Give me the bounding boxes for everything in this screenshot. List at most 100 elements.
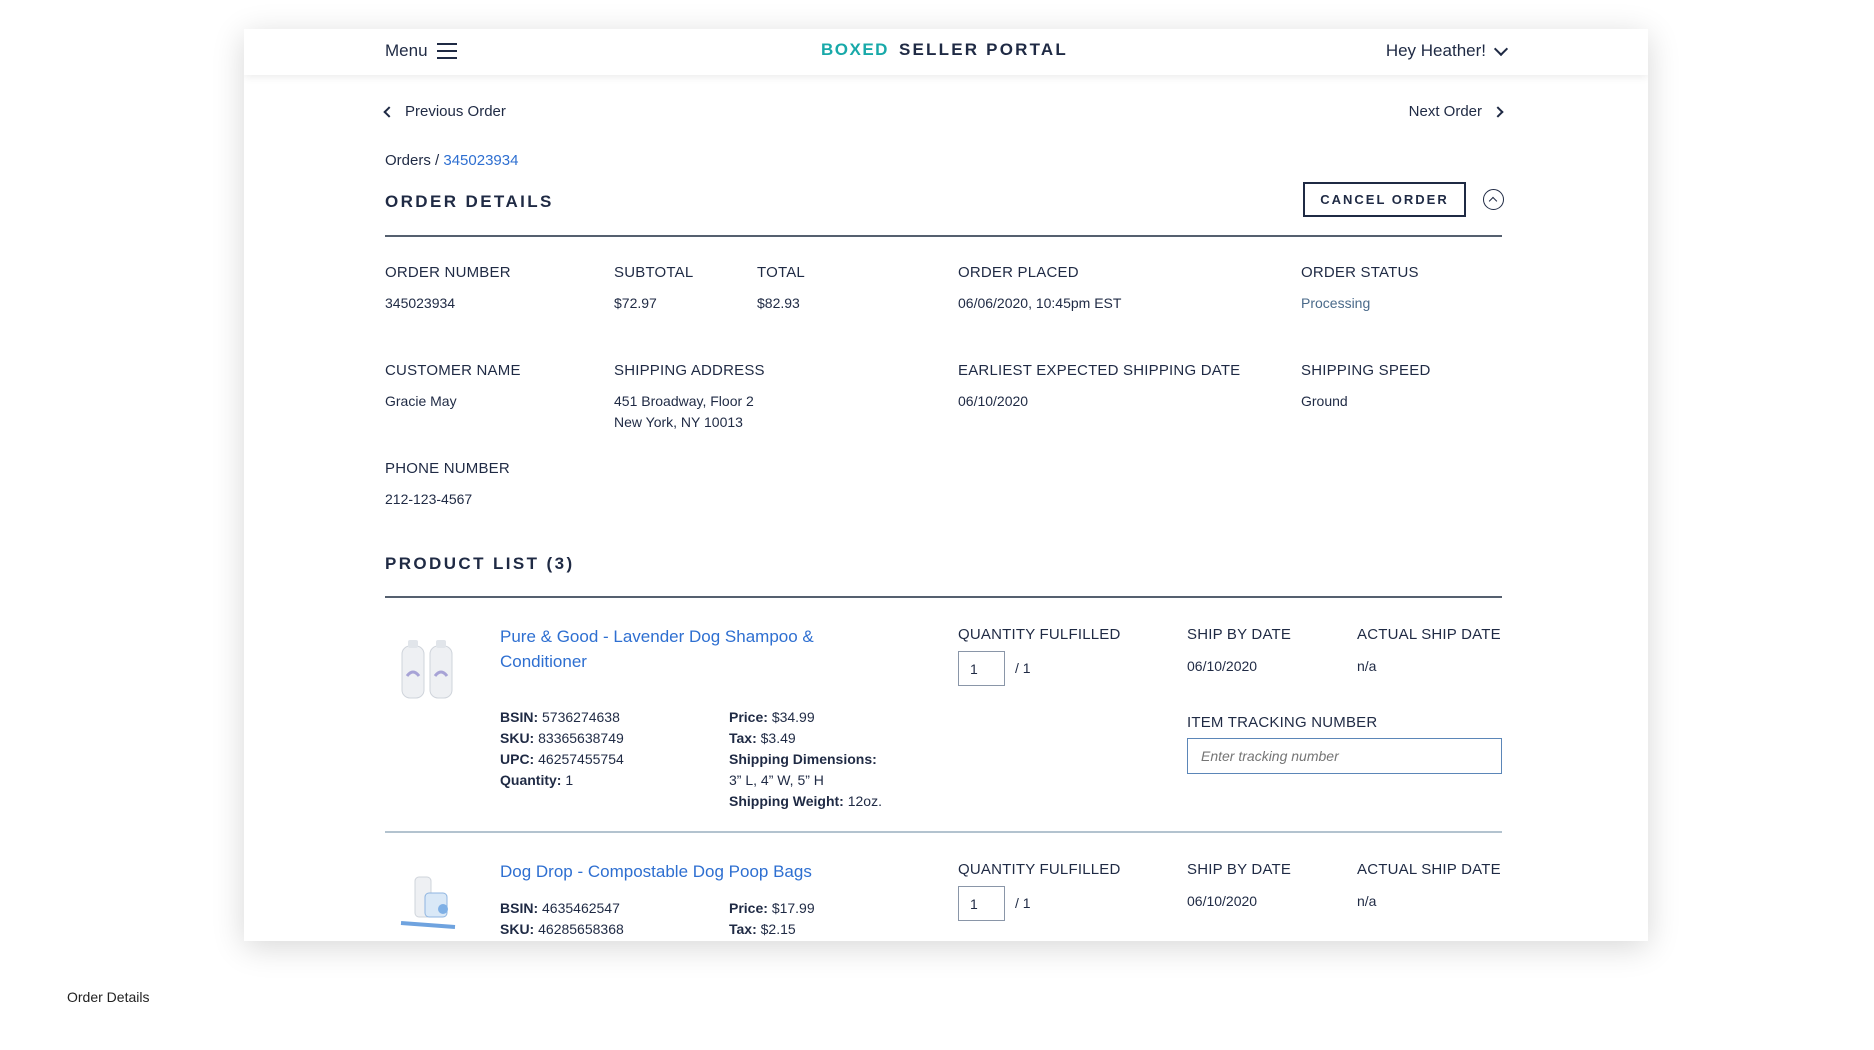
ship-by-date-label: SHIP BY DATE [1187,861,1292,878]
quantity-fulfilled-input[interactable] [958,886,1005,921]
sku-value: 83365638749 [538,730,624,746]
expected-ship-date-field: EARLIEST EXPECTED SHIPPING DATE 06/10/20… [958,362,1240,412]
order-status-value: Processing [1301,295,1371,311]
next-order-link[interactable]: Next Order [1408,103,1504,120]
order-status-field: ORDER STATUS Processing [1301,264,1419,314]
actual-ship-date-value: n/a [1357,658,1377,674]
price-value: $34.99 [771,709,815,725]
cancel-order-button[interactable]: CANCEL ORDER [1303,182,1466,217]
tracking-number-input[interactable] [1187,738,1502,774]
product-name-link[interactable]: Pure & Good - Lavender Dog Shampoo & Con… [500,627,814,671]
tax-label: Tax: [729,921,757,937]
app-window: Menu BOXED SELLER PORTAL Hey Heather! Pr… [244,29,1648,941]
previous-order-label: Previous Order [405,103,506,120]
total-value: $82.93 [757,295,800,311]
chevron-down-icon [1493,41,1509,56]
upc-value: 46257455754 [538,751,624,767]
breadcrumb-current-order[interactable]: 345023934 [443,152,519,169]
order-details-title: ORDER DETAILS [385,192,554,211]
subtotal-label: SUBTOTAL [614,264,694,281]
quantity-fulfilled-label: QUANTITY FULFILLED [958,861,1121,878]
tax-value: $2.15 [760,921,796,937]
order-placed-value: 06/06/2020, 10:45pm EST [958,295,1122,311]
menu-button[interactable]: Menu [385,41,457,61]
menu-label: Menu [385,41,428,60]
dimensions-row: Shipping Dimensions: [729,749,882,770]
dimensions-label: Shipping Dimensions: [729,751,877,767]
bsin-row: BSIN: 4635462547 [500,898,624,919]
order-placed-label: ORDER PLACED [958,264,1079,281]
boxed-logo: BOXED [821,40,889,59]
shipping-address-value: 451 Broadway, Floor 2 New York, NY 10013 [614,391,765,433]
total-field: TOTAL $82.93 [757,264,805,314]
price-label: Price: [729,709,768,725]
actual-ship-date-label: ACTUAL SHIP DATE [1357,626,1501,643]
tax-row: Tax: $2.15 [729,919,815,940]
order-status-label: ORDER STATUS [1301,264,1419,281]
tax-label: Tax: [729,730,757,746]
brand-title: SELLER PORTAL [898,40,1068,59]
price-value: $17.99 [771,900,815,916]
user-menu[interactable]: Hey Heather! [1386,41,1509,61]
customer-name-value: Gracie May [385,393,457,409]
order-navigation: Previous Order Next Order [383,103,1504,123]
product-list-title: PRODUCT LIST (3) [385,554,575,573]
total-label: TOTAL [757,264,805,281]
order-number-value: 345023934 [385,295,456,311]
quantity-row: Quantity: 1 [500,770,624,791]
customer-name-label: CUSTOMER NAME [385,362,521,379]
price-label: Price: [729,900,768,916]
quantity-label: Quantity: [500,772,562,788]
product-pricing: Price: $17.99 Tax: $2.15 [729,898,815,940]
customer-name-field: CUSTOMER NAME Gracie May [385,362,521,412]
bsin-value: 4635462547 [542,900,620,916]
quantity-total: / 1 [1015,660,1031,676]
breadcrumb-orders[interactable]: Orders [385,152,431,169]
shipping-address-field: SHIPPING ADDRESS 451 Broadway, Floor 2 N… [614,362,765,433]
quantity-total: / 1 [1015,895,1031,911]
poop-bags-image [400,876,456,929]
previous-order-link[interactable]: Previous Order [383,103,506,120]
ship-by-date-value: 06/10/2020 [1187,658,1258,674]
shampoo-bottles-image [401,640,453,699]
quantity-fulfilled-input[interactable] [958,651,1005,686]
quantity-fulfilled-label: QUANTITY FULFILLED [958,626,1121,643]
sku-label: SKU: [500,921,535,937]
sku-row: SKU: 46285658368 [500,919,624,940]
shipping-address-label: SHIPPING ADDRESS [614,362,765,379]
breadcrumb-separator: / [430,152,444,169]
bsin-row: BSIN: 5736274638 [500,707,624,728]
bsin-label: BSIN: [500,709,539,725]
dimensions-value: 3” L, 4” W, 5” H [729,772,824,788]
subtotal-field: SUBTOTAL $72.97 [614,264,693,314]
quantity-value: 1 [565,772,574,788]
shipping-speed-value: Ground [1301,393,1348,409]
sku-value: 46285658368 [538,921,624,937]
price-row: Price: $34.99 [729,707,882,728]
hamburger-icon [436,43,457,59]
ship-by-date-label: SHIP BY DATE [1187,626,1292,643]
actual-ship-date-label: ACTUAL SHIP DATE [1357,861,1501,878]
phone-number-field: PHONE NUMBER 212-123-4567 [385,460,510,510]
order-number-field: ORDER NUMBER 345023934 [385,264,511,314]
product-list-divider [385,596,1502,598]
sku-row: SKU: 83365638749 [500,728,624,749]
expected-ship-date-value: 06/10/2020 [958,393,1029,409]
collapse-up-icon[interactable] [1483,189,1504,210]
order-number-label: ORDER NUMBER [385,264,511,281]
upc-label: UPC: [500,751,535,767]
product-pricing: Price: $34.99 Tax: $3.49 Shipping Dimens… [729,707,882,812]
subtotal-value: $72.97 [614,295,657,311]
ship-by-date-value: 06/10/2020 [1187,893,1258,909]
brand[interactable]: BOXED SELLER PORTAL [821,40,1068,60]
order-placed-field: ORDER PLACED 06/06/2020, 10:45pm EST [958,264,1121,314]
actual-ship-date-value: n/a [1357,893,1377,909]
product-item: Pure & Good - Lavender Dog Shampoo & Con… [385,624,1502,854]
tracking-number-label: ITEM TRACKING NUMBER [1187,714,1378,731]
weight-label: Shipping Weight: [729,793,844,809]
product-identifiers: BSIN: 5736274638 SKU: 83365638749 UPC: 4… [500,707,624,791]
tax-row: Tax: $3.49 [729,728,882,749]
tax-value: $3.49 [760,730,796,746]
next-order-label: Next Order [1408,103,1482,120]
product-name-link[interactable]: Dog Drop - Compostable Dog Poop Bags [500,862,812,881]
